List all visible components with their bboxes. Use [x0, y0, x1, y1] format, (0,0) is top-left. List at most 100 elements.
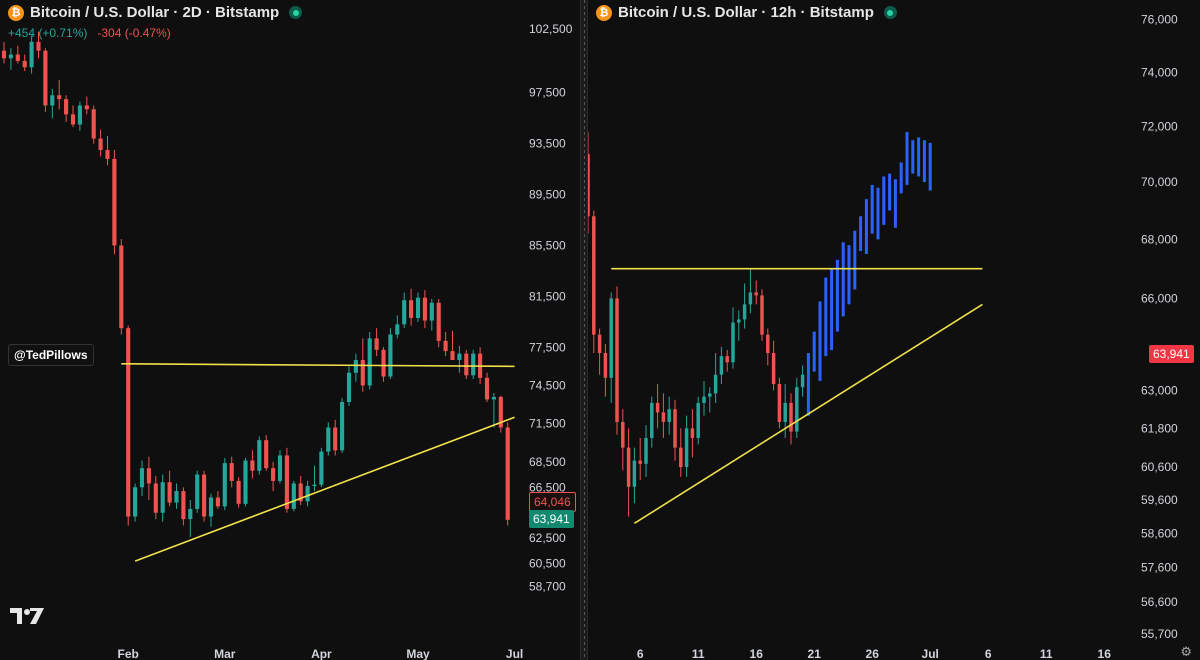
y-tick-label: 58,600: [1141, 526, 1178, 540]
projection-bar: [853, 230, 857, 290]
y-tick-label: 58,700: [529, 580, 566, 594]
candle-body: [271, 468, 276, 481]
y-tick-label: 68,000: [1141, 232, 1178, 246]
candle-body: [760, 295, 764, 335]
candle-body: [471, 353, 476, 376]
y-tick-label: 61,800: [1141, 421, 1178, 435]
trendline-horizontal: [121, 363, 515, 368]
projection-bar: [870, 184, 874, 234]
projection-bar: [876, 187, 880, 240]
candle-body: [15, 54, 20, 61]
candle-body: [725, 356, 729, 363]
candle-body: [655, 402, 660, 413]
projection-bar: [893, 179, 897, 228]
y-tick-label: 68,500: [529, 455, 566, 469]
candle-body: [139, 468, 145, 488]
candle-body: [146, 468, 151, 484]
candle-body: [202, 474, 207, 517]
candle-body: [105, 150, 110, 159]
chart-pane-2d[interactable]: 102,500 97,500 93,500 89,500 85,500 81,500 77,…: [0, 0, 580, 660]
y-tick-label: 102,500: [529, 22, 573, 36]
candle-body: [621, 421, 625, 448]
y-tick-label: 60,500: [529, 557, 566, 571]
projection-bar: [824, 277, 828, 357]
x-tick-label: Jul: [922, 647, 939, 660]
candlestick-chart-2d[interactable]: 102,500 97,500 93,500 89,500 85,500 81,500 77,…: [0, 0, 580, 660]
y-tick-label: 93,500: [529, 137, 566, 151]
y-tick-label: 59,600: [1141, 493, 1178, 507]
tradingview-logo-icon[interactable]: [10, 606, 44, 626]
candle-body: [402, 300, 407, 325]
y-tick-label: 66,000: [1141, 291, 1178, 305]
candle-body: [690, 428, 695, 438]
candle-body: [174, 491, 179, 503]
candle-body: [766, 334, 770, 354]
projection-bar: [905, 131, 909, 185]
candle-body: [298, 483, 303, 502]
candle-body: [415, 297, 421, 318]
x-tick-label: 21: [808, 647, 822, 660]
projection-bar: [812, 331, 816, 372]
y-tick-label: 81,500: [529, 289, 566, 303]
candle-body: [70, 114, 76, 125]
candle-body: [160, 482, 165, 513]
x-tick-label: 16: [750, 647, 764, 660]
settings-gear-icon[interactable]: ⚙: [1180, 644, 1192, 659]
candle-body: [195, 474, 200, 509]
candle-body: [291, 483, 296, 509]
symbol-title[interactable]: Bitcoin / U.S. Dollar · 2D · Bitstamp: [30, 4, 280, 21]
candlestick-chart-12h[interactable]: 76,000 74,000 72,000 70,000 68,000 66,000 63,0…: [588, 0, 1200, 660]
y-tick-label: 71,500: [529, 417, 566, 431]
candle-body: [91, 109, 96, 139]
candle-body: [754, 292, 758, 296]
candle-body: [181, 491, 186, 520]
y-tick-label: 56,600: [1141, 595, 1178, 609]
candle-body: [742, 304, 747, 320]
candle-body: [167, 482, 172, 503]
bitcoin-icon: ₿: [8, 4, 24, 21]
candle-body: [450, 351, 455, 360]
change-down: -304 (-0.47%): [97, 26, 171, 40]
candle-body: [257, 440, 262, 471]
candle-body: [443, 340, 448, 352]
candle-body: [615, 298, 619, 422]
candle-body: [422, 297, 427, 321]
candle-body: [8, 54, 13, 59]
trendline-rising: [134, 416, 515, 562]
x-tick-label: 6: [637, 647, 644, 660]
projection-bar: [917, 137, 921, 177]
x-tick-label: 26: [866, 647, 880, 660]
candle-body: [360, 360, 365, 386]
candle-body: [696, 402, 700, 438]
candle-body: [592, 216, 596, 335]
candle-body: [84, 105, 89, 110]
pane-divider[interactable]: [580, 0, 588, 660]
author-watermark: @TedPillows: [8, 344, 94, 366]
candle-body: [395, 324, 400, 335]
chart-header: ₿ Bitcoin / U.S. Dollar · 2D · Bitstamp: [8, 4, 303, 21]
candle-body: [777, 384, 782, 422]
y-tick-label: 63,000: [1141, 383, 1178, 397]
candle-body: [737, 319, 741, 323]
candle-body: [381, 349, 386, 377]
candle-body: [264, 440, 269, 469]
y-tick-label: 66,500: [529, 480, 566, 494]
chart-pane-12h[interactable]: 76,000 74,000 72,000 70,000 68,000 66,000 63,0…: [588, 0, 1200, 660]
projection-bar: [830, 268, 834, 350]
symbol-title[interactable]: Bitcoin / U.S. Dollar · 12h · Bitstamp: [618, 4, 874, 21]
candle-body: [673, 409, 677, 448]
candle-body: [112, 158, 117, 246]
candle-body: [346, 372, 352, 402]
market-open-icon: [289, 6, 303, 19]
y-tick-label: 70,000: [1141, 175, 1178, 189]
y-tick-label: 55,700: [1141, 627, 1178, 641]
projection-bar: [882, 176, 886, 225]
candle-body: [340, 402, 345, 451]
projection-bar: [922, 140, 926, 183]
candle-body: [748, 292, 753, 305]
candle-body: [597, 334, 602, 354]
candle-body: [491, 396, 496, 400]
candle-body: [64, 99, 69, 115]
projection-bar: [859, 216, 863, 252]
x-tick-label: May: [406, 647, 430, 660]
